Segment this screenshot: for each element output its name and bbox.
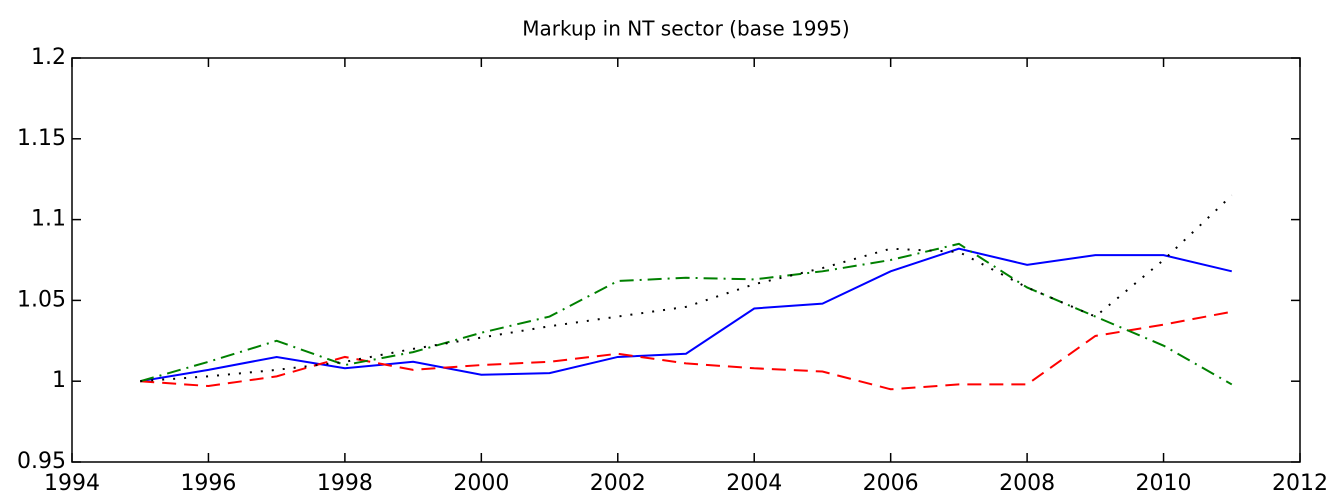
plot-frame	[71, 57, 1301, 463]
x-tick-label: 2000	[453, 471, 509, 496]
y-tick-label: 0.95	[17, 449, 66, 474]
series-line	[139, 242, 1233, 386]
y-tick-label: 1.15	[17, 126, 66, 151]
x-tick-label: 2008	[999, 471, 1055, 496]
x-tick-label: 2002	[590, 471, 646, 496]
y-tick-label: 1.05	[17, 287, 66, 312]
series-line	[140, 247, 1233, 383]
chart-title: Markup in NT sector (base 1995)	[522, 17, 849, 41]
x-tick-label: 1998	[317, 471, 373, 496]
x-tick-label: 2010	[1136, 471, 1192, 496]
series-line	[140, 310, 1232, 391]
x-tick-label: 2004	[726, 471, 782, 496]
x-tick-label: 2012	[1272, 471, 1328, 496]
series-line	[140, 194, 1233, 383]
y-tick-label: 1.2	[31, 45, 66, 70]
y-tick-label: 1.1	[31, 207, 66, 232]
x-tick-label: 1994	[44, 471, 100, 496]
x-tick-label: 2006	[863, 471, 919, 496]
x-tick-label: 1996	[180, 471, 236, 496]
y-tick-label: 1	[52, 368, 66, 393]
